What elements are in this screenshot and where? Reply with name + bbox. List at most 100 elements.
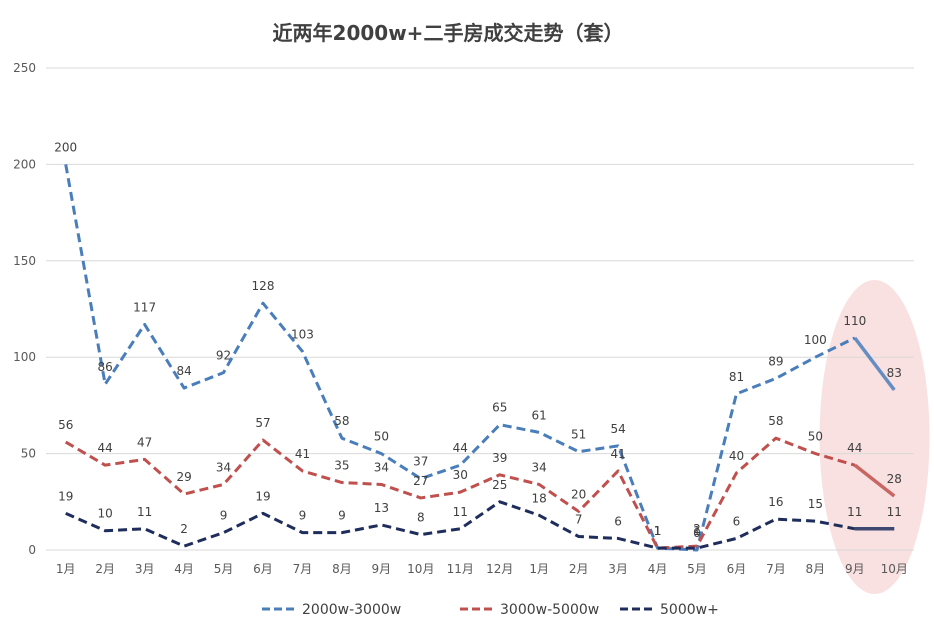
data-label: 11 [847, 505, 862, 519]
highlight-layer [819, 280, 930, 594]
x-tick-label: 4月 [648, 562, 668, 576]
data-label: 84 [176, 364, 191, 378]
y-tick-label: 50 [21, 447, 36, 461]
series-line-dashed-2 [64, 436, 856, 550]
x-tick-label: 5月 [687, 562, 707, 576]
data-label: 35 [334, 459, 349, 473]
data-label: 20 [571, 487, 586, 501]
data-label: 9 [338, 509, 346, 523]
legend-label: 3000w-5000w [500, 602, 599, 618]
x-tick-label: 5月 [214, 562, 234, 576]
data-label: 200 [54, 140, 77, 154]
data-label: 34 [374, 460, 389, 474]
y-tick-label: 200 [13, 157, 36, 171]
data-label: 18 [532, 491, 547, 505]
x-tick-label: 1月 [56, 562, 76, 576]
y-tick-label: 100 [13, 350, 36, 364]
data-label: 28 [887, 472, 902, 486]
data-label: 2 [180, 522, 188, 536]
legend-label: 2000w-3000w [302, 602, 401, 618]
series-line-dashed-1 [64, 164, 856, 552]
y-axis-ticks: 0 50 100 150 200 250 [13, 61, 36, 557]
x-tick-label: 2月 [569, 562, 589, 576]
data-label: 30 [453, 468, 468, 482]
data-label: 1 [654, 524, 662, 538]
data-label: 50 [808, 430, 823, 444]
data-label: 8 [417, 511, 425, 525]
y-tick-label: 150 [13, 254, 36, 268]
data-label: 37 [413, 455, 428, 469]
data-label: 9 [220, 509, 228, 523]
x-tick-label: 10月 [407, 562, 434, 576]
x-tick-label: 10月 [881, 562, 908, 576]
data-label: 50 [374, 430, 389, 444]
data-label: 16 [768, 495, 783, 509]
y-tick-label: 250 [13, 61, 36, 75]
data-label: 44 [453, 441, 468, 455]
data-label: 92 [216, 349, 231, 363]
x-axis-ticks: 1月 2月 3月 4月 5月 6月 7月 8月 9月 10月 11月 12月 1月 2月 3月 4月 5月 6月 7… [56, 562, 908, 576]
data-label: 41 [295, 447, 310, 461]
data-label: 25 [492, 478, 507, 492]
data-label: 58 [334, 414, 349, 428]
data-label: 15 [808, 497, 823, 511]
x-tick-label: 7月 [293, 562, 313, 576]
data-label: 54 [610, 422, 625, 436]
x-tick-label: 6月 [727, 562, 747, 576]
data-label: 29 [176, 470, 191, 484]
data-label: 110 [843, 314, 866, 328]
x-tick-label: 11月 [447, 562, 474, 576]
y-tick-label: 0 [28, 543, 36, 557]
x-tick-label: 3月 [135, 562, 155, 576]
data-label: 1 [654, 524, 662, 538]
data-label: 19 [58, 489, 73, 503]
x-tick-label: 8月 [332, 562, 352, 576]
data-label: 34 [216, 460, 231, 474]
x-tick-label: 6月 [253, 562, 273, 576]
data-label: 65 [492, 401, 507, 415]
data-label: 9 [299, 509, 307, 523]
x-tick-label: 8月 [806, 562, 826, 576]
x-tick-label: 4月 [174, 562, 194, 576]
data-label: 6 [733, 514, 741, 528]
chart-title: 近两年2000w+二手房成交走势（套） [273, 21, 624, 45]
x-tick-label: 9月 [372, 562, 392, 576]
x-tick-label: 9月 [845, 562, 865, 576]
series-line-solid-2 [853, 463, 896, 498]
data-label: 27 [413, 474, 428, 488]
data-label: 13 [374, 501, 389, 515]
data-label: 41 [610, 447, 625, 461]
data-label: 58 [768, 414, 783, 428]
data-label: 19 [255, 489, 270, 503]
data-label: 2 [693, 522, 701, 536]
data-label: 86 [98, 360, 113, 374]
series-line-solid-1 [853, 336, 896, 392]
series-layer [64, 164, 896, 552]
legend-label: 5000w+ [660, 602, 719, 618]
data-label: 1 [654, 524, 662, 538]
data-label: 11 [887, 505, 902, 519]
data-label: 44 [98, 441, 113, 455]
x-tick-label: 12月 [486, 562, 513, 576]
data-label: 34 [532, 460, 547, 474]
data-label: 51 [571, 428, 586, 442]
data-label: 11 [453, 505, 468, 519]
x-tick-label: 2月 [95, 562, 115, 576]
highlight-ellipse [819, 280, 930, 594]
x-tick-label: 1月 [529, 562, 549, 576]
data-label: 57 [255, 416, 270, 430]
data-label: 89 [768, 354, 783, 368]
data-label: 40 [729, 449, 744, 463]
data-label: 56 [58, 418, 73, 432]
data-label: 10 [98, 507, 113, 521]
data-label: 39 [492, 451, 507, 465]
data-label: 0 [693, 526, 701, 540]
data-label: 81 [729, 370, 744, 384]
data-label: 47 [137, 435, 152, 449]
data-label: 103 [291, 327, 314, 341]
data-label: 128 [252, 279, 275, 293]
data-label: 11 [137, 505, 152, 519]
legend: 2000w-3000w 3000w-5000w 5000w+ [262, 602, 719, 618]
data-label: 83 [887, 366, 902, 380]
